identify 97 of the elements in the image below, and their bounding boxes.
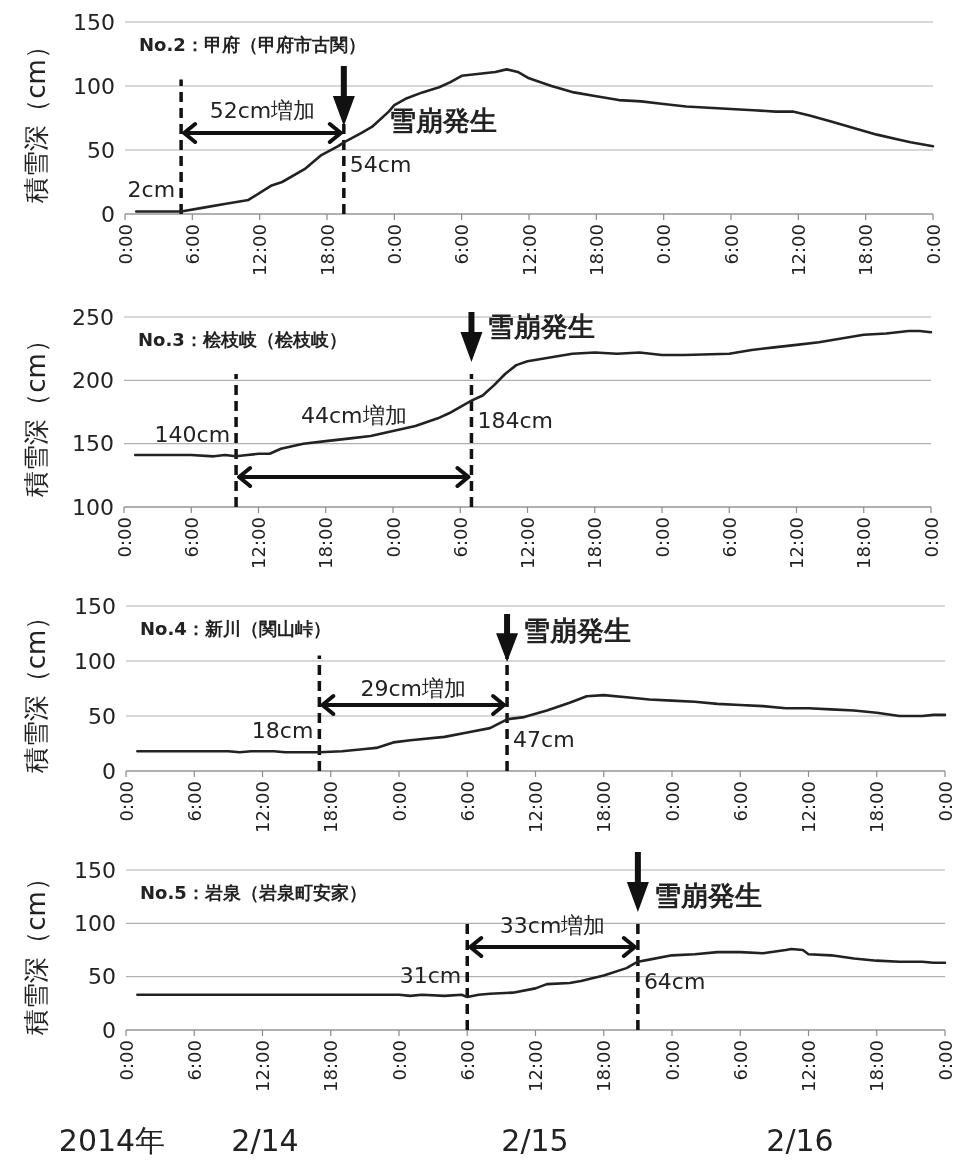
text: 2014年 [58,1122,166,1158]
y-tick-label: 150 [74,857,116,883]
y-axis-title: 積雪深（cm） [21,865,51,1035]
y-tick-label: 150 [74,593,116,619]
annotation: 2cm [127,177,176,203]
annotation: 52cm増加 [209,97,316,123]
x-tick-label: 18:00 [584,517,606,569]
y-tick-label: 200 [72,367,114,393]
x-tick-label: 0:00 [934,1040,956,1081]
y-axis-title: 積雪深（cm） [21,33,51,203]
x-tick-label: 0:00 [113,517,135,558]
annotation: 64cm [643,969,706,995]
x-tick-label: 6:00 [456,781,478,822]
x-tick-label: 0:00 [382,517,404,558]
y-tick-label: 0 [102,758,116,784]
x-tick-label: 18:00 [593,781,615,833]
x-tick-label: 12:00 [786,517,807,569]
x-tick-label: 6:00 [451,224,473,265]
annotation: 44cm増加 [301,402,407,428]
y-tick-label: 50 [87,137,115,163]
text: No.2：甲府（甲府市古関） [139,33,366,55]
y-tick-label: 0 [101,201,115,227]
y-tick-label: 100 [74,648,116,674]
x-tick-label: 0:00 [114,224,136,265]
x-tick-label: 18:00 [585,224,607,276]
x-tick-label: 12:00 [798,781,819,833]
x-tick-label: 18:00 [855,224,877,276]
x-tick-label: 0:00 [115,1040,137,1081]
text: 2/15 [501,1122,569,1158]
annotation: 18cm [251,718,314,744]
y-tick-label: 100 [74,910,116,936]
x-tick-label: 6:00 [183,1040,205,1081]
x-tick-label: 0:00 [388,781,410,822]
text: 2/14 [231,1122,299,1158]
x-tick-label: 0:00 [383,224,405,265]
x-tick-label: 12:00 [525,781,546,833]
y-tick-label: 0 [102,1017,116,1043]
x-tick-label: 0:00 [922,224,944,265]
x-tick-label: 0:00 [115,781,137,822]
x-tick-label: 18:00 [320,1040,342,1092]
x-tick-label: 12:00 [517,517,538,569]
x-tick-label: 0:00 [934,781,956,822]
x-tick-label: 0:00 [651,517,673,558]
x-tick-label: 12:00 [248,517,269,569]
annotation: 140cm [154,422,231,448]
x-tick-label: 0:00 [653,224,675,265]
text: No.3：桧枝岐（桧枝岐） [138,328,347,350]
x-tick-label: 18:00 [853,517,875,569]
x-tick-label: 0:00 [388,1040,410,1081]
x-tick-label: 0:00 [920,517,942,558]
y-tick-label: 50 [88,703,116,729]
y-axis-title: 積雪深（cm） [21,603,51,774]
x-tick-label: 12:00 [252,1040,273,1092]
x-tick-label: 6:00 [729,781,751,822]
x-tick-label: 6:00 [449,517,471,558]
x-tick-label: 18:00 [866,1040,888,1092]
x-tick-label: 12:00 [252,781,273,833]
x-tick-label: 12:00 [798,1040,819,1092]
annotation: 雪崩発生 [523,614,632,646]
x-tick-label: 18:00 [315,517,337,569]
annotation: 雪崩発生 [388,104,497,136]
y-tick-label: 250 [72,304,114,330]
x-tick-label: 6:00 [720,224,742,265]
x-tick-label: 6:00 [718,517,740,558]
x-tick-label: 12:00 [518,224,540,276]
x-tick-label: 0:00 [661,1040,683,1081]
y-axis-title: 積雪深（cm） [21,327,51,497]
annotation: 54cm [349,152,412,178]
annotation: 雪崩発生 [487,310,596,342]
annotation: 31cm [399,962,462,988]
text: No.4：新川（関山峠） [140,617,331,639]
annotation: 雪崩発生 [653,879,762,911]
annotation: 184cm [477,408,553,434]
annotation: 29cm増加 [360,675,466,701]
x-tick-label: 6:00 [181,224,203,265]
annotation: 33cm増加 [499,912,606,938]
line-series [136,947,947,999]
x-tick-label: 18:00 [593,1040,615,1092]
x-tick-label: 12:00 [525,1040,546,1092]
text: No.5：岩泉（岩泉町安家） [140,881,367,903]
y-tick-label: 150 [73,9,115,35]
y-tick-label: 100 [73,73,115,99]
x-tick-label: 6:00 [729,1040,751,1081]
x-tick-label: 0:00 [661,781,683,822]
annotation: 47cm [513,726,575,752]
x-tick-label: 18:00 [866,781,888,833]
x-tick-label: 12:00 [249,224,271,276]
x-tick-label: 6:00 [180,517,202,558]
y-tick-label: 150 [72,431,114,457]
x-tick-label: 6:00 [456,1040,478,1081]
x-tick-label: 18:00 [316,224,338,276]
y-tick-label: 50 [88,964,116,990]
text: 2/16 [766,1122,834,1158]
x-tick-label: 18:00 [320,781,342,833]
y-tick-label: 100 [72,494,114,520]
x-tick-label: 12:00 [787,224,809,276]
x-tick-label: 6:00 [183,781,205,822]
